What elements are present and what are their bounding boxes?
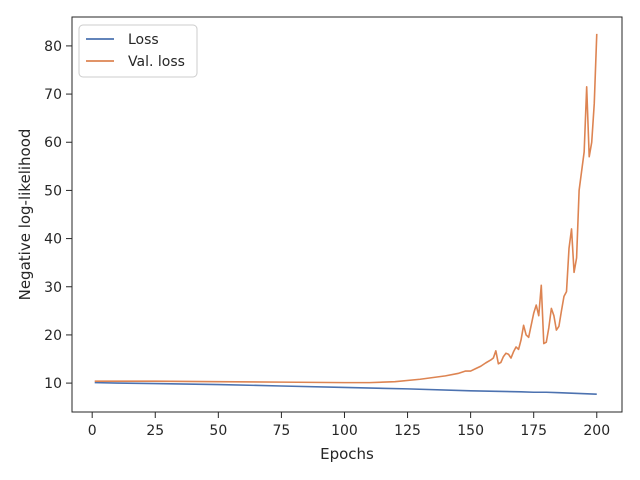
y-tick-label: 70: [44, 87, 62, 103]
x-axis-label: Epochs: [320, 445, 374, 463]
y-tick-label: 80: [44, 39, 62, 55]
plot-area: [71, 16, 623, 413]
series-line-val-loss: [94, 33, 598, 384]
x-tick-label: 200: [583, 423, 610, 439]
series-line-loss: [94, 381, 597, 395]
y-tick-label: 60: [44, 135, 62, 151]
y-tick-label: 10: [44, 376, 62, 392]
series-lines: [94, 33, 598, 395]
y-tick-label: 20: [44, 328, 62, 344]
legend-label-loss: Loss: [128, 32, 159, 48]
y-axis-ticks: 10 20 30 40 50 60 70 80: [44, 39, 72, 392]
x-tick-label: 125: [394, 423, 421, 439]
legend-box: [78, 24, 198, 78]
y-axis-label: Negative log-likelihood: [16, 129, 34, 301]
x-tick-label: 50: [209, 423, 227, 439]
x-tick-label: 175: [520, 423, 547, 439]
legend-label-val-loss: Val. loss: [128, 54, 185, 70]
x-tick-label: 0: [88, 423, 97, 439]
x-axis-ticks: 0 25 50 75 100 125 150 175 200: [88, 412, 610, 439]
x-tick-label: 25: [146, 423, 164, 439]
x-tick-label: 75: [272, 423, 290, 439]
legend: Loss Val. loss: [78, 24, 198, 78]
x-tick-label: 100: [331, 423, 358, 439]
x-tick-label: 150: [457, 423, 484, 439]
y-tick-label: 30: [44, 280, 62, 296]
y-tick-label: 50: [44, 183, 62, 199]
y-tick-label: 40: [44, 232, 62, 248]
